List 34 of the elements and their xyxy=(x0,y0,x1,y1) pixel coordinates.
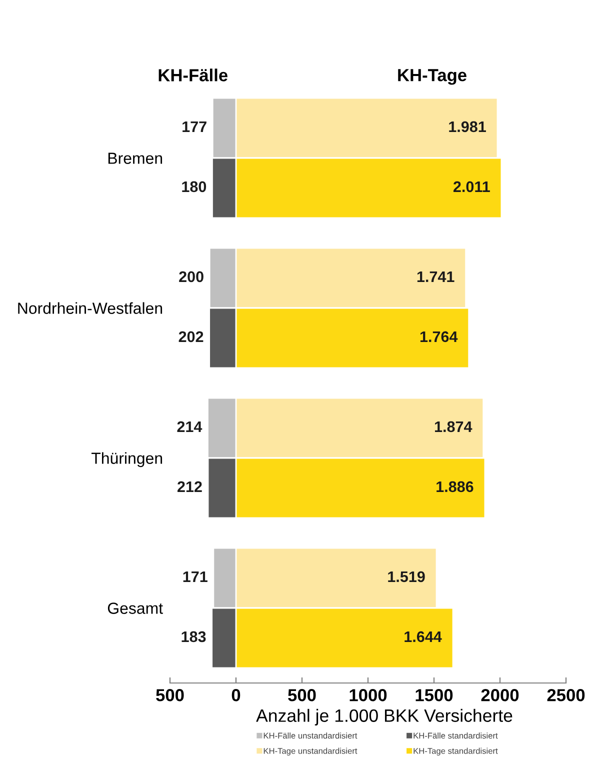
data-label: 1.886 xyxy=(436,481,474,492)
x-tick-label: 1000 xyxy=(350,689,387,702)
data-label: 1.764 xyxy=(420,331,458,342)
data-label: 212 xyxy=(178,481,202,492)
x-tick-label: 500 xyxy=(156,689,184,702)
data-label: 171 xyxy=(183,571,208,582)
data-label: 1.644 xyxy=(404,631,442,642)
data-label: 1.874 xyxy=(434,421,472,432)
y-tick-label: Gesamt xyxy=(108,602,163,614)
x-tick-label: 2500 xyxy=(547,689,585,702)
data-label: 177 xyxy=(182,121,206,132)
legend-label: KH-Fälle unstandardisiert xyxy=(264,732,358,739)
x-tick-label: 1500 xyxy=(416,689,453,702)
data-label: 200 xyxy=(179,271,204,282)
data-label: 1.981 xyxy=(449,121,486,132)
data-label: 1.741 xyxy=(417,271,454,282)
legend-label: KH-Tage standardisiert xyxy=(414,748,498,756)
chart-title: KH-Tage xyxy=(398,69,466,85)
x-tick-label: 0 xyxy=(232,689,240,702)
data-label: 2.011 xyxy=(453,181,490,192)
data-label: 1.519 xyxy=(388,571,425,582)
y-tick-label: Nordrhein-Westfalen xyxy=(18,302,162,314)
data-label: 183 xyxy=(182,631,206,642)
chart-title: KH-Fälle xyxy=(158,68,228,82)
y-tick-label: Bremen xyxy=(108,152,162,164)
x-tick-label: 2000 xyxy=(481,689,519,702)
y-tick-label: Thüringen xyxy=(92,452,162,468)
data-label: 202 xyxy=(178,331,204,342)
legend-label: KH-Fälle standardisiert xyxy=(414,732,498,739)
data-label: 214 xyxy=(177,421,202,432)
x-tick-label: 500 xyxy=(288,689,316,702)
x-axis-title: Anzahl je 1.000 BKK Versicherte xyxy=(256,708,512,726)
legend-label: KH-Tage unstandardisiert xyxy=(264,748,358,756)
data-label: 180 xyxy=(182,181,206,192)
